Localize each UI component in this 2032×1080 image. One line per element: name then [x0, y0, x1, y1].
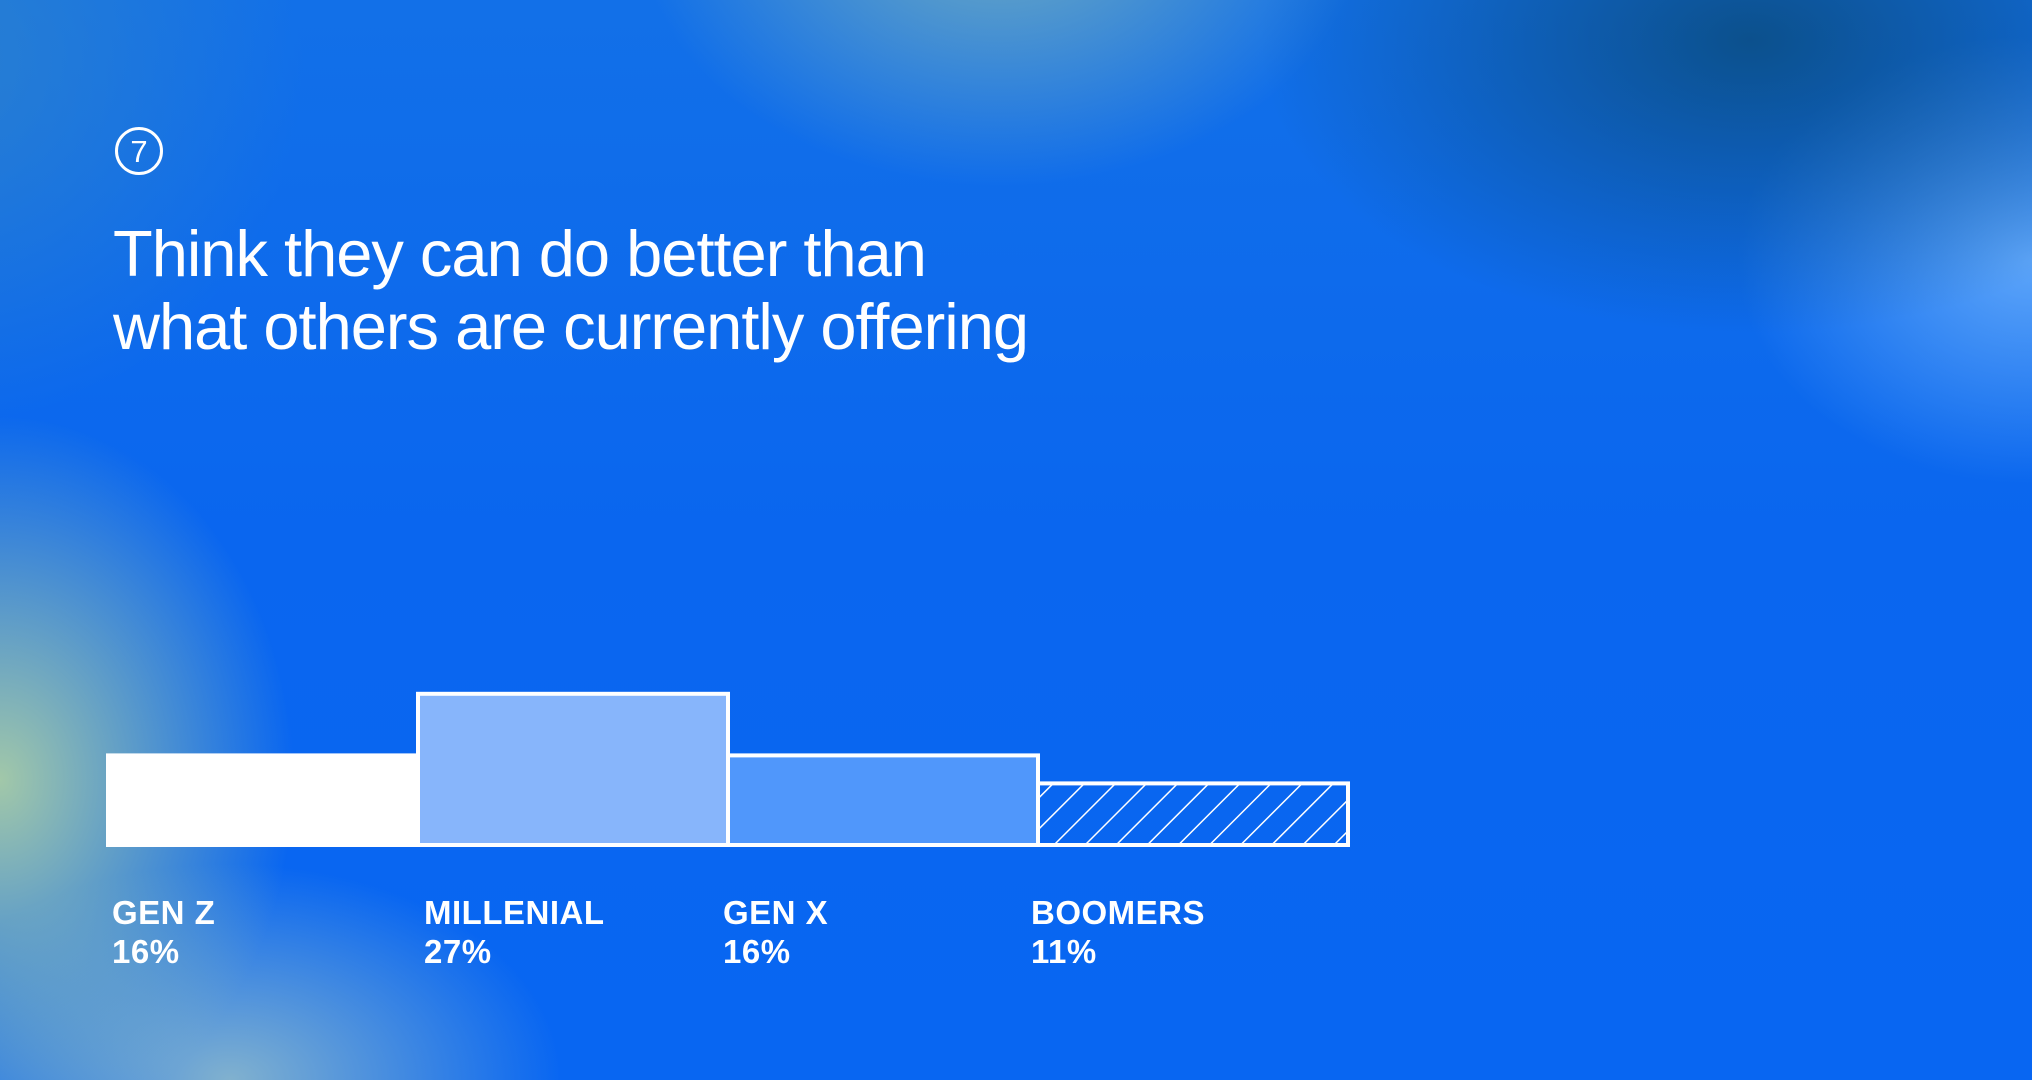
value-label: 16% [723, 933, 791, 970]
title-line-1: Think they can do better than [113, 217, 927, 290]
category-label: GEN Z [112, 894, 215, 931]
category-label: BOOMERS [1031, 894, 1205, 931]
value-label: 16% [112, 933, 180, 970]
value-label: 11% [1031, 933, 1097, 970]
bar-boomers [1036, 781, 1350, 848]
bars [106, 691, 1350, 848]
bar-gen-z [106, 753, 420, 848]
page-title: Think they can do better than what other… [113, 217, 1263, 363]
step-number: 7 [130, 133, 148, 169]
bar-gen-x [726, 753, 1040, 848]
title-line-2: what others are currently offering [113, 290, 1029, 363]
category-label: MILLENIAL [424, 894, 604, 931]
category-label: GEN X [723, 894, 828, 931]
bar-millenial [416, 691, 730, 847]
step-number-badge: 7 [115, 127, 163, 175]
value-label: 27% [424, 933, 492, 970]
